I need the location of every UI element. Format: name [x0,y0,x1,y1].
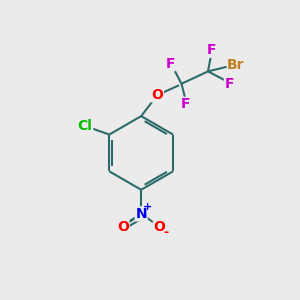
Text: -: - [163,226,169,239]
Text: O: O [154,220,165,234]
Text: +: + [142,202,152,212]
Text: F: F [181,98,191,111]
Text: N: N [135,207,147,221]
Text: Cl: Cl [78,119,93,133]
Text: Br: Br [227,58,245,72]
Text: F: F [207,43,216,57]
Text: O: O [117,220,129,234]
Text: F: F [224,77,234,91]
Text: F: F [166,57,175,71]
Text: O: O [152,88,163,102]
